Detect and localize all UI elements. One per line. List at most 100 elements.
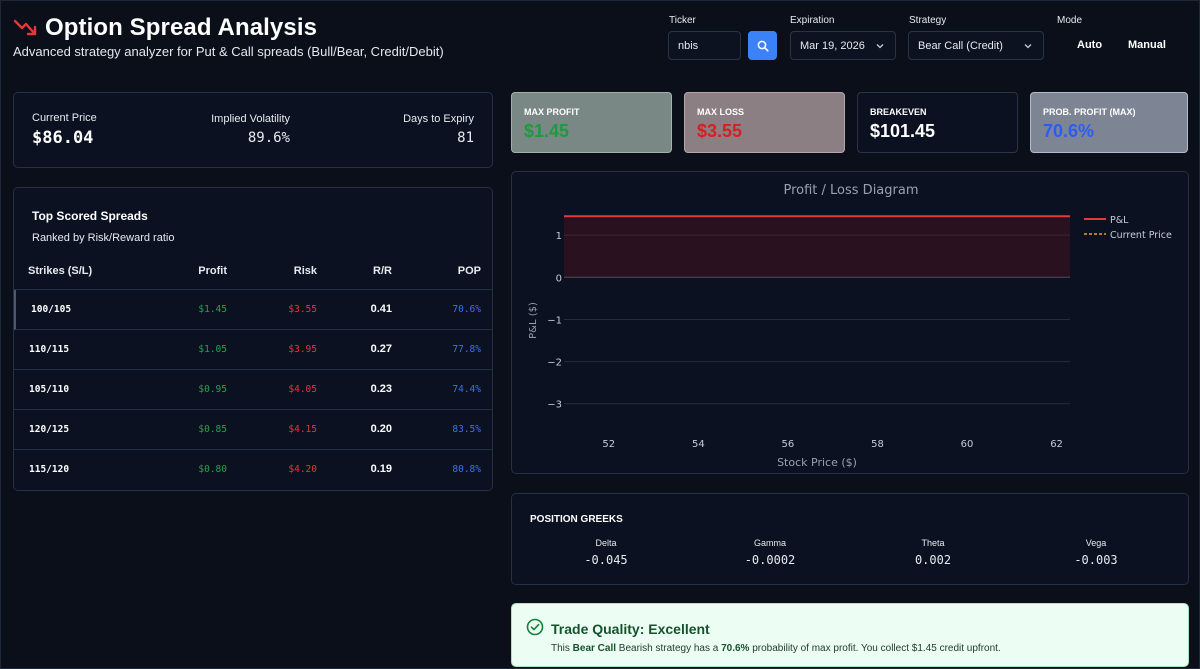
x-tick-label: 52	[602, 439, 615, 450]
row-strikes: 120/125	[29, 424, 70, 435]
trade-quality-banner: Trade Quality: Excellent This Bear Call …	[511, 603, 1189, 667]
column-header-rr: R/R	[373, 265, 392, 277]
row-risk: $4.05	[288, 384, 317, 395]
greek-label: Vega	[1085, 538, 1107, 548]
row-pop: 80.8%	[452, 464, 481, 475]
top-spreads-card: Top Scored Spreads Ranked by Risk/Reward…	[13, 187, 493, 491]
check-circle-icon	[526, 618, 544, 636]
greek-value: -0.003	[1074, 553, 1118, 567]
max-profit-value: $1.45	[524, 121, 570, 141]
spreads-title: Top Scored Spreads	[32, 209, 148, 223]
quality-pop: 70.6%	[721, 643, 750, 654]
greek-value: -0.0002	[744, 553, 796, 567]
strategy-label: Strategy	[909, 15, 947, 26]
column-header-strikes: Strikes (S/L)	[28, 265, 93, 277]
greek-label: Gamma	[753, 538, 786, 548]
expiration-select[interactable]: Mar 19, 2026	[790, 31, 896, 60]
table-row[interactable]: 115/120 $0.80 $4.20 0.19 80.8%	[14, 450, 492, 490]
mode-manual-button[interactable]: Manual	[1128, 39, 1166, 51]
strategy-select[interactable]: Bear Call (Credit)	[908, 31, 1044, 60]
current-price-label: Current Price	[32, 112, 97, 124]
greeks-title: POSITION GREEKS	[530, 514, 623, 525]
search-button[interactable]	[748, 31, 777, 60]
row-profit: $1.05	[198, 344, 227, 355]
x-tick-label: 60	[961, 439, 974, 450]
ticker-value: nbis	[678, 39, 699, 52]
x-tick-label: 56	[782, 439, 795, 450]
column-header-profit: Profit	[198, 265, 227, 277]
page-subtitle: Advanced strategy analyzer for Put & Cal…	[13, 44, 444, 59]
row-profit: $0.80	[198, 464, 227, 475]
mode-auto-button[interactable]: Auto	[1077, 39, 1103, 51]
row-rr: 0.20	[370, 423, 392, 435]
quality-text-3: probability of max profit. You collect $…	[749, 643, 1001, 654]
market-stats-card: Current Price $86.04 Implied Volatility …	[13, 92, 493, 168]
row-profit: $1.45	[198, 304, 227, 315]
chevron-down-icon	[1024, 44, 1032, 49]
pnl-chart-card: Profit / Loss Diagram 1 0 −1 −2 −3 52 54 56 58 60 6…	[511, 171, 1189, 474]
max-loss-card: MAX LOSS $3.55	[684, 92, 845, 153]
expiration-value: Mar 19, 2026	[800, 39, 865, 52]
row-risk: $4.20	[288, 464, 317, 475]
search-icon	[757, 40, 769, 52]
row-strikes: 115/120	[29, 464, 70, 475]
prob-profit-label: PROB. PROFIT (MAX)	[1043, 107, 1136, 117]
row-strikes: 105/110	[29, 384, 70, 395]
position-greeks-card: POSITION GREEKS Delta -0.045 Gamma -0.00…	[511, 493, 1189, 585]
row-strikes: 100/105	[31, 304, 72, 315]
row-rr: 0.23	[370, 383, 392, 395]
greek-label: Theta	[921, 538, 945, 548]
quality-text-2: Bearish strategy has a	[616, 643, 722, 654]
row-strikes: 110/115	[29, 344, 70, 355]
mode-label: Mode	[1057, 15, 1083, 26]
ticker-label: Ticker	[669, 15, 696, 26]
legend-label-pnl: P&L	[1110, 215, 1129, 226]
greek-gamma: Gamma -0.0002	[710, 538, 830, 567]
page-title: Option Spread Analysis	[45, 14, 318, 41]
breakeven-value: $101.45	[870, 121, 936, 141]
y-tick-label: 1	[556, 231, 562, 242]
greek-value: 0.002	[914, 553, 952, 567]
pnl-chart: Profit / Loss Diagram 1 0 −1 −2 −3 52 54 56 58 60 6…	[528, 183, 1172, 469]
table-row[interactable]: 105/110 $0.95 $4.05 0.23 74.4%	[14, 370, 492, 410]
greek-theta: Theta 0.002	[873, 538, 993, 567]
legend-label-current-price: Current Price	[1110, 230, 1172, 241]
prob-profit-value: 70.6%	[1043, 121, 1095, 141]
table-row[interactable]: 120/125 $0.85 $4.15 0.20 83.5%	[14, 410, 492, 450]
y-tick-label: −2	[547, 358, 562, 369]
current-price-value: $86.04	[32, 128, 94, 148]
max-loss-value: $3.55	[697, 121, 743, 141]
dte-value: 81	[457, 130, 474, 146]
x-tick-label: 58	[871, 439, 884, 450]
max-profit-card: MAX PROFIT $1.45	[511, 92, 672, 153]
chevron-down-icon	[876, 44, 884, 49]
table-row[interactable]: 100/105 $1.45 $3.55 0.41 70.6%	[14, 290, 492, 330]
trending-down-icon	[13, 19, 37, 36]
y-tick-label: 0	[556, 273, 562, 284]
x-tick-label: 54	[692, 439, 705, 450]
y-tick-label: −1	[547, 315, 562, 326]
app-header: Option Spread Analysis	[13, 14, 317, 42]
x-axis-label: Stock Price ($)	[777, 456, 857, 469]
quality-strategy: Bear Call	[572, 643, 617, 654]
y-axis-label: P&L ($)	[528, 302, 539, 339]
row-pop: 83.5%	[452, 424, 481, 435]
row-pop: 70.6%	[452, 304, 481, 315]
row-profit: $0.85	[198, 424, 227, 435]
row-risk: $4.15	[288, 424, 317, 435]
chart-title: Profit / Loss Diagram	[783, 183, 918, 198]
greek-delta: Delta -0.045	[546, 538, 666, 567]
table-row[interactable]: 110/115 $1.05 $3.95 0.27 77.8%	[14, 330, 492, 370]
row-risk: $3.95	[288, 344, 317, 355]
row-profit: $0.95	[198, 384, 227, 395]
greek-vega: Vega -0.003	[1036, 538, 1156, 567]
trade-quality-title: Trade Quality: Excellent	[551, 621, 710, 637]
ticker-input[interactable]: nbis	[668, 31, 741, 60]
y-tick-label: −3	[547, 400, 562, 411]
max-loss-label: MAX LOSS	[697, 107, 745, 117]
quality-text-1: This	[551, 643, 573, 654]
row-rr: 0.41	[370, 303, 392, 315]
x-tick-label: 62	[1050, 439, 1063, 450]
row-pop: 74.4%	[452, 384, 481, 395]
row-rr: 0.19	[370, 463, 392, 475]
